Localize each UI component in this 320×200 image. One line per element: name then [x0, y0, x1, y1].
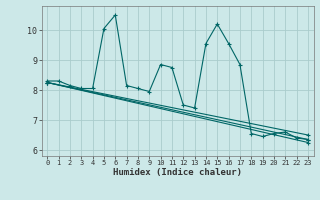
X-axis label: Humidex (Indice chaleur): Humidex (Indice chaleur)	[113, 168, 242, 177]
